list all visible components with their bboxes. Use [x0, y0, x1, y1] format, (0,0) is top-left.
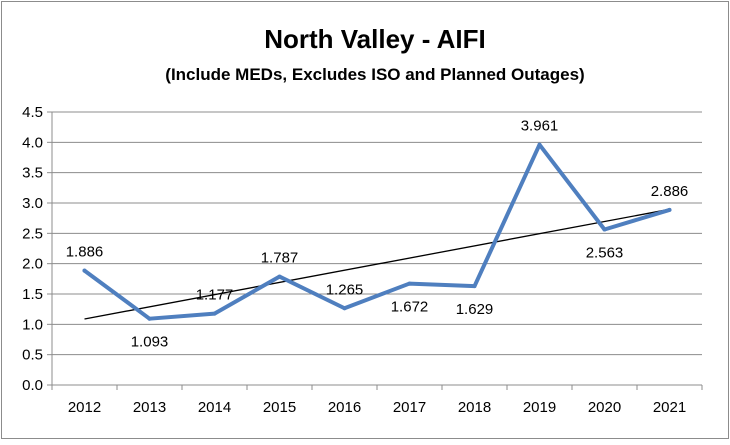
chart-title: North Valley - AIFI	[264, 24, 486, 54]
y-tick-label: 2.5	[22, 225, 43, 242]
trendline	[84, 208, 670, 320]
x-tick-label: 2013	[133, 399, 166, 416]
data-label: 3.961	[521, 118, 559, 135]
data-point	[472, 284, 477, 289]
x-tick-label: 2020	[588, 399, 621, 416]
data-labels: 1.886 1.093 1.177 1.787 1.265 1.672 1.629 3.961…	[66, 118, 689, 351]
y-tick-label: 0.0	[22, 377, 43, 394]
data-point	[667, 207, 672, 212]
x-tick-label: 2015	[263, 399, 296, 416]
y-tick-label: 0.5	[22, 347, 43, 364]
data-label: 1.886	[66, 244, 104, 261]
data-label: 1.672	[391, 299, 429, 316]
data-point	[277, 274, 282, 279]
y-tick-label: 1.5	[22, 286, 43, 303]
data-label: 1.629	[456, 301, 494, 318]
x-tick-label: 2012	[68, 399, 101, 416]
y-tick-label: 3.5	[22, 165, 43, 182]
y-tick-label: 4.5	[22, 104, 43, 121]
data-point	[82, 268, 87, 273]
data-label: 1.787	[261, 250, 299, 267]
axes: 0.0 0.5 1.0 1.5 2.0 2.5 3.0 3.5 4.0 4.5 2012 2013 20…	[22, 104, 703, 416]
data-label: 1.177	[196, 287, 234, 304]
x-tick-label: 2021	[653, 399, 686, 416]
x-tick-label: 2017	[393, 399, 426, 416]
x-tick-label: 2019	[523, 399, 556, 416]
x-tick-label: 2014	[198, 399, 231, 416]
x-tick-label: 2018	[458, 399, 491, 416]
series-group	[82, 142, 672, 321]
data-point	[537, 142, 542, 147]
trendline-group	[84, 208, 670, 320]
y-tick-label: 3.0	[22, 195, 43, 212]
data-point	[342, 306, 347, 311]
gridlines	[52, 111, 702, 356]
data-label: 2.563	[586, 245, 624, 262]
x-tick-label: 2016	[328, 399, 361, 416]
data-point	[407, 281, 412, 286]
y-tick-label: 2.0	[22, 256, 43, 273]
data-point	[147, 316, 152, 321]
series-line	[82, 142, 672, 321]
data-point	[212, 311, 217, 316]
chart-subtitle: (Include MEDs, Excludes ISO and Planned …	[165, 65, 584, 84]
y-tick-label: 4.0	[22, 134, 43, 151]
data-label: 1.093	[131, 334, 169, 351]
data-label: 1.265	[326, 281, 364, 298]
data-point	[602, 227, 607, 232]
data-label: 2.886	[651, 183, 689, 200]
y-tick-label: 1.0	[22, 316, 43, 333]
